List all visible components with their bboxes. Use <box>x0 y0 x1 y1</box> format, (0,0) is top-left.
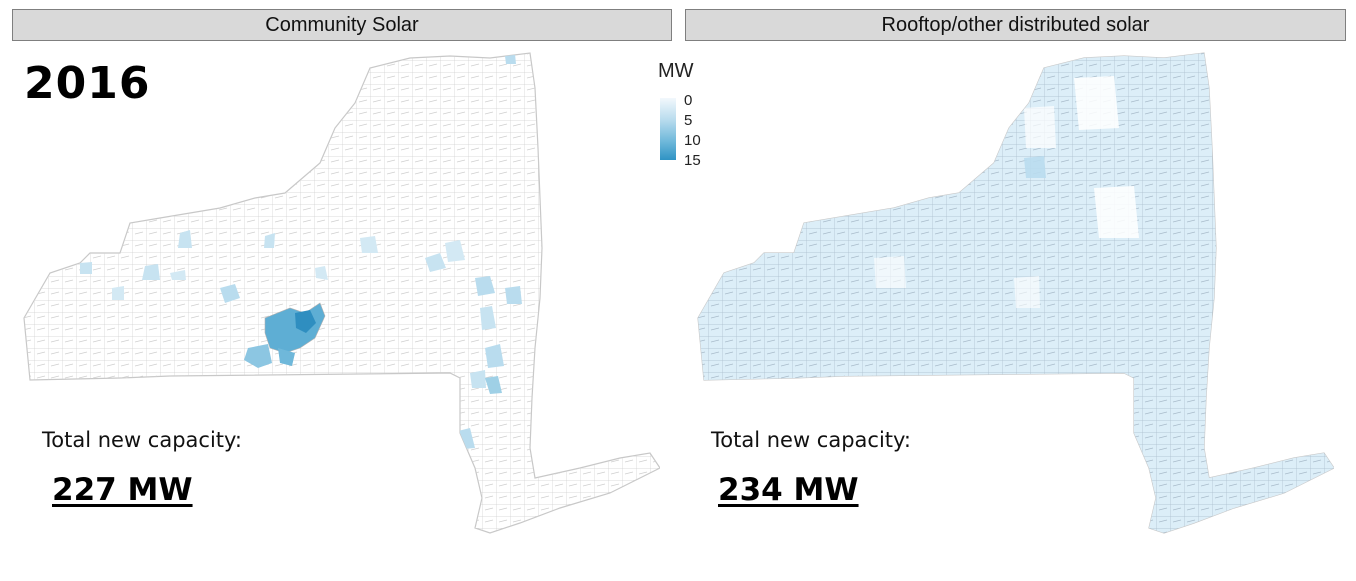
legend-tick-10: 10 <box>684 132 701 149</box>
community-capacity-label: Total new capacity: <box>42 428 243 452</box>
rooftop-capacity-label: Total new capacity: <box>711 428 912 452</box>
panel-title-rooftop-solar: Rooftop/other distributed solar <box>685 9 1346 41</box>
year-label: 2016 <box>24 58 151 109</box>
legend-tick-5: 5 <box>684 112 693 129</box>
legend-color-bar <box>660 98 676 160</box>
legend-tick-0: 0 <box>684 92 693 109</box>
community-capacity-value: 227 MW <box>52 472 193 508</box>
panel-title-community-solar: Community Solar <box>12 9 672 41</box>
rooftop-blank-areas <box>874 76 1139 308</box>
panel-title-text: Community Solar <box>265 13 419 36</box>
legend: MW 0 5 10 15 <box>652 58 722 178</box>
legend-title: MW <box>658 60 694 82</box>
panel-title-text: Rooftop/other distributed solar <box>881 13 1150 36</box>
community-solar-map <box>23 52 660 534</box>
rooftop-capacity-value: 234 MW <box>718 472 859 508</box>
legend-tick-15: 15 <box>684 152 701 169</box>
rooftop-solar-map <box>697 52 1334 534</box>
